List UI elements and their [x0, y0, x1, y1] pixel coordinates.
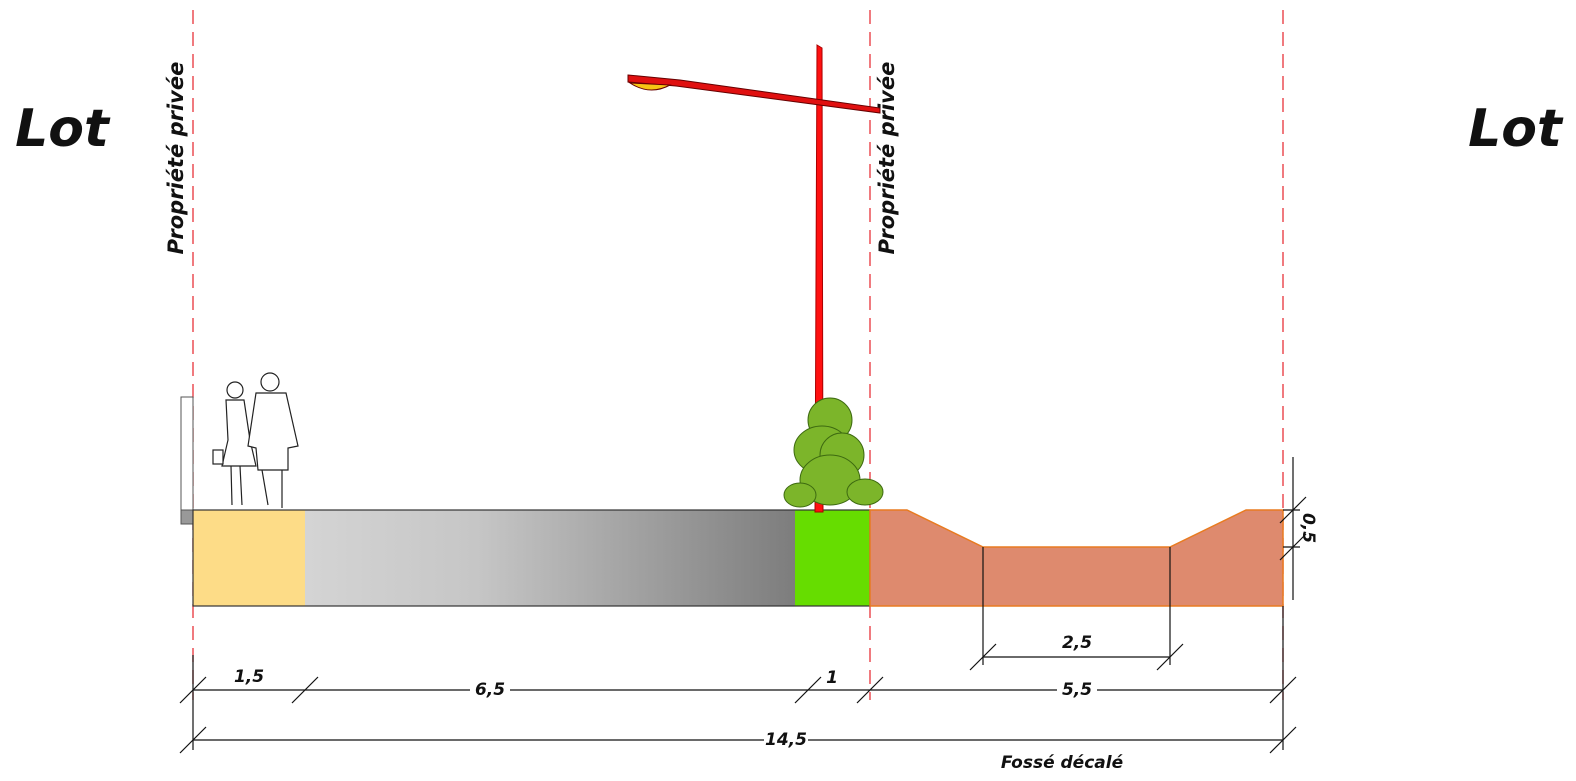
lamp-head: [628, 82, 672, 91]
pedestrians: [212, 372, 299, 508]
label-bg: [1057, 632, 1097, 654]
roadway: [305, 510, 795, 606]
caption: Fossé décalé: [1001, 753, 1124, 773]
sidewalk: [193, 510, 305, 606]
lot-label: Lot: [1468, 99, 1564, 159]
dimension-label: 5,5: [1062, 680, 1092, 700]
label-bg: [764, 730, 808, 750]
shrub: [783, 397, 884, 508]
lamp-arm: [627, 74, 881, 114]
dimension-label: 0,5: [1298, 513, 1318, 543]
label-bg: [1057, 680, 1097, 700]
lot-label: Lot: [15, 99, 111, 159]
label-bg: [228, 666, 270, 688]
planting-strip: [795, 510, 870, 606]
dimension-label: 1: [826, 668, 838, 688]
dimension-lines: [179, 457, 1307, 754]
dimension-label: 2,5: [1062, 633, 1092, 653]
ditch: [869, 509, 1284, 607]
dimension-label: 1,5: [234, 667, 264, 687]
lamp-pole: [814, 44, 824, 513]
property-label: Propriété privée: [164, 62, 188, 255]
property-label: Propriété privée: [875, 62, 899, 255]
wall-base: [180, 509, 194, 525]
dimension-label: 14,5: [765, 730, 807, 750]
label-bg: [470, 680, 510, 700]
wall: [180, 396, 194, 525]
dimension-label: 6,5: [475, 680, 505, 700]
